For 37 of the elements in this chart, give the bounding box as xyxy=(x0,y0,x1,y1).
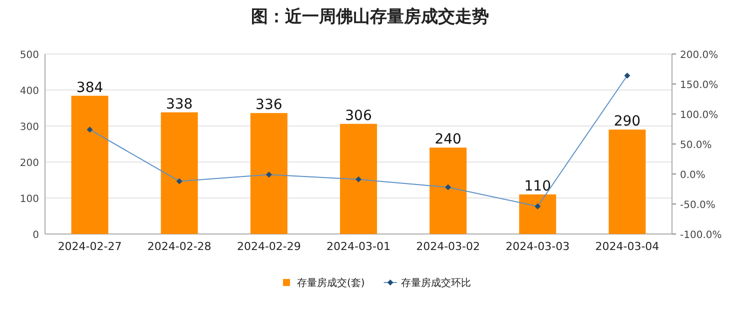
x-tick-label: 2024-03-01 xyxy=(326,240,390,253)
x-tick-label: 2024-03-03 xyxy=(506,240,570,253)
legend-label: 存量房成交环比 xyxy=(400,277,471,289)
y-tick-label: 500 xyxy=(20,50,39,61)
chart-title: 图：近一周佛山存量房成交走势 xyxy=(251,7,489,27)
bar xyxy=(160,112,198,234)
y2-tick-label: 0.0% xyxy=(680,170,706,181)
x-tick-label: 2024-03-02 xyxy=(416,240,480,253)
x-tick-label: 2024-02-27 xyxy=(58,240,122,253)
x-tick-label: 2024-02-29 xyxy=(236,240,301,253)
y2-tick-label: 50.0% xyxy=(680,140,712,151)
y2-tick-label: -100.0% xyxy=(680,230,722,241)
x-tick-label: 2024-02-28 xyxy=(147,240,212,253)
y-tick-label: 300 xyxy=(20,122,39,133)
bar xyxy=(71,96,108,234)
y2-tick-label: 200.0% xyxy=(680,50,718,61)
data-label: 290 xyxy=(614,114,641,130)
bar xyxy=(430,148,467,234)
data-label: 306 xyxy=(345,108,372,124)
x-tick-label: 2024-03-04 xyxy=(595,240,660,253)
y2-tick-label: 150.0% xyxy=(680,80,718,91)
data-label: 384 xyxy=(76,80,104,96)
y2-tick-label: 100.0% xyxy=(680,110,718,121)
y2-tick-label: -50.0% xyxy=(680,200,716,211)
bar xyxy=(340,124,377,234)
y-tick-label: 200 xyxy=(20,158,39,169)
data-label: 240 xyxy=(434,132,462,148)
bar xyxy=(608,130,646,234)
bar xyxy=(519,194,556,234)
legend-label: 存量房成交(套) xyxy=(297,277,365,289)
data-label: 110 xyxy=(524,178,552,194)
data-label: 336 xyxy=(256,97,282,114)
bar xyxy=(250,113,288,234)
y-tick-label: 100 xyxy=(20,194,39,205)
data-label: 338 xyxy=(166,96,193,112)
y-tick-label: 400 xyxy=(20,86,39,97)
y-tick-label: 0 xyxy=(32,230,39,241)
